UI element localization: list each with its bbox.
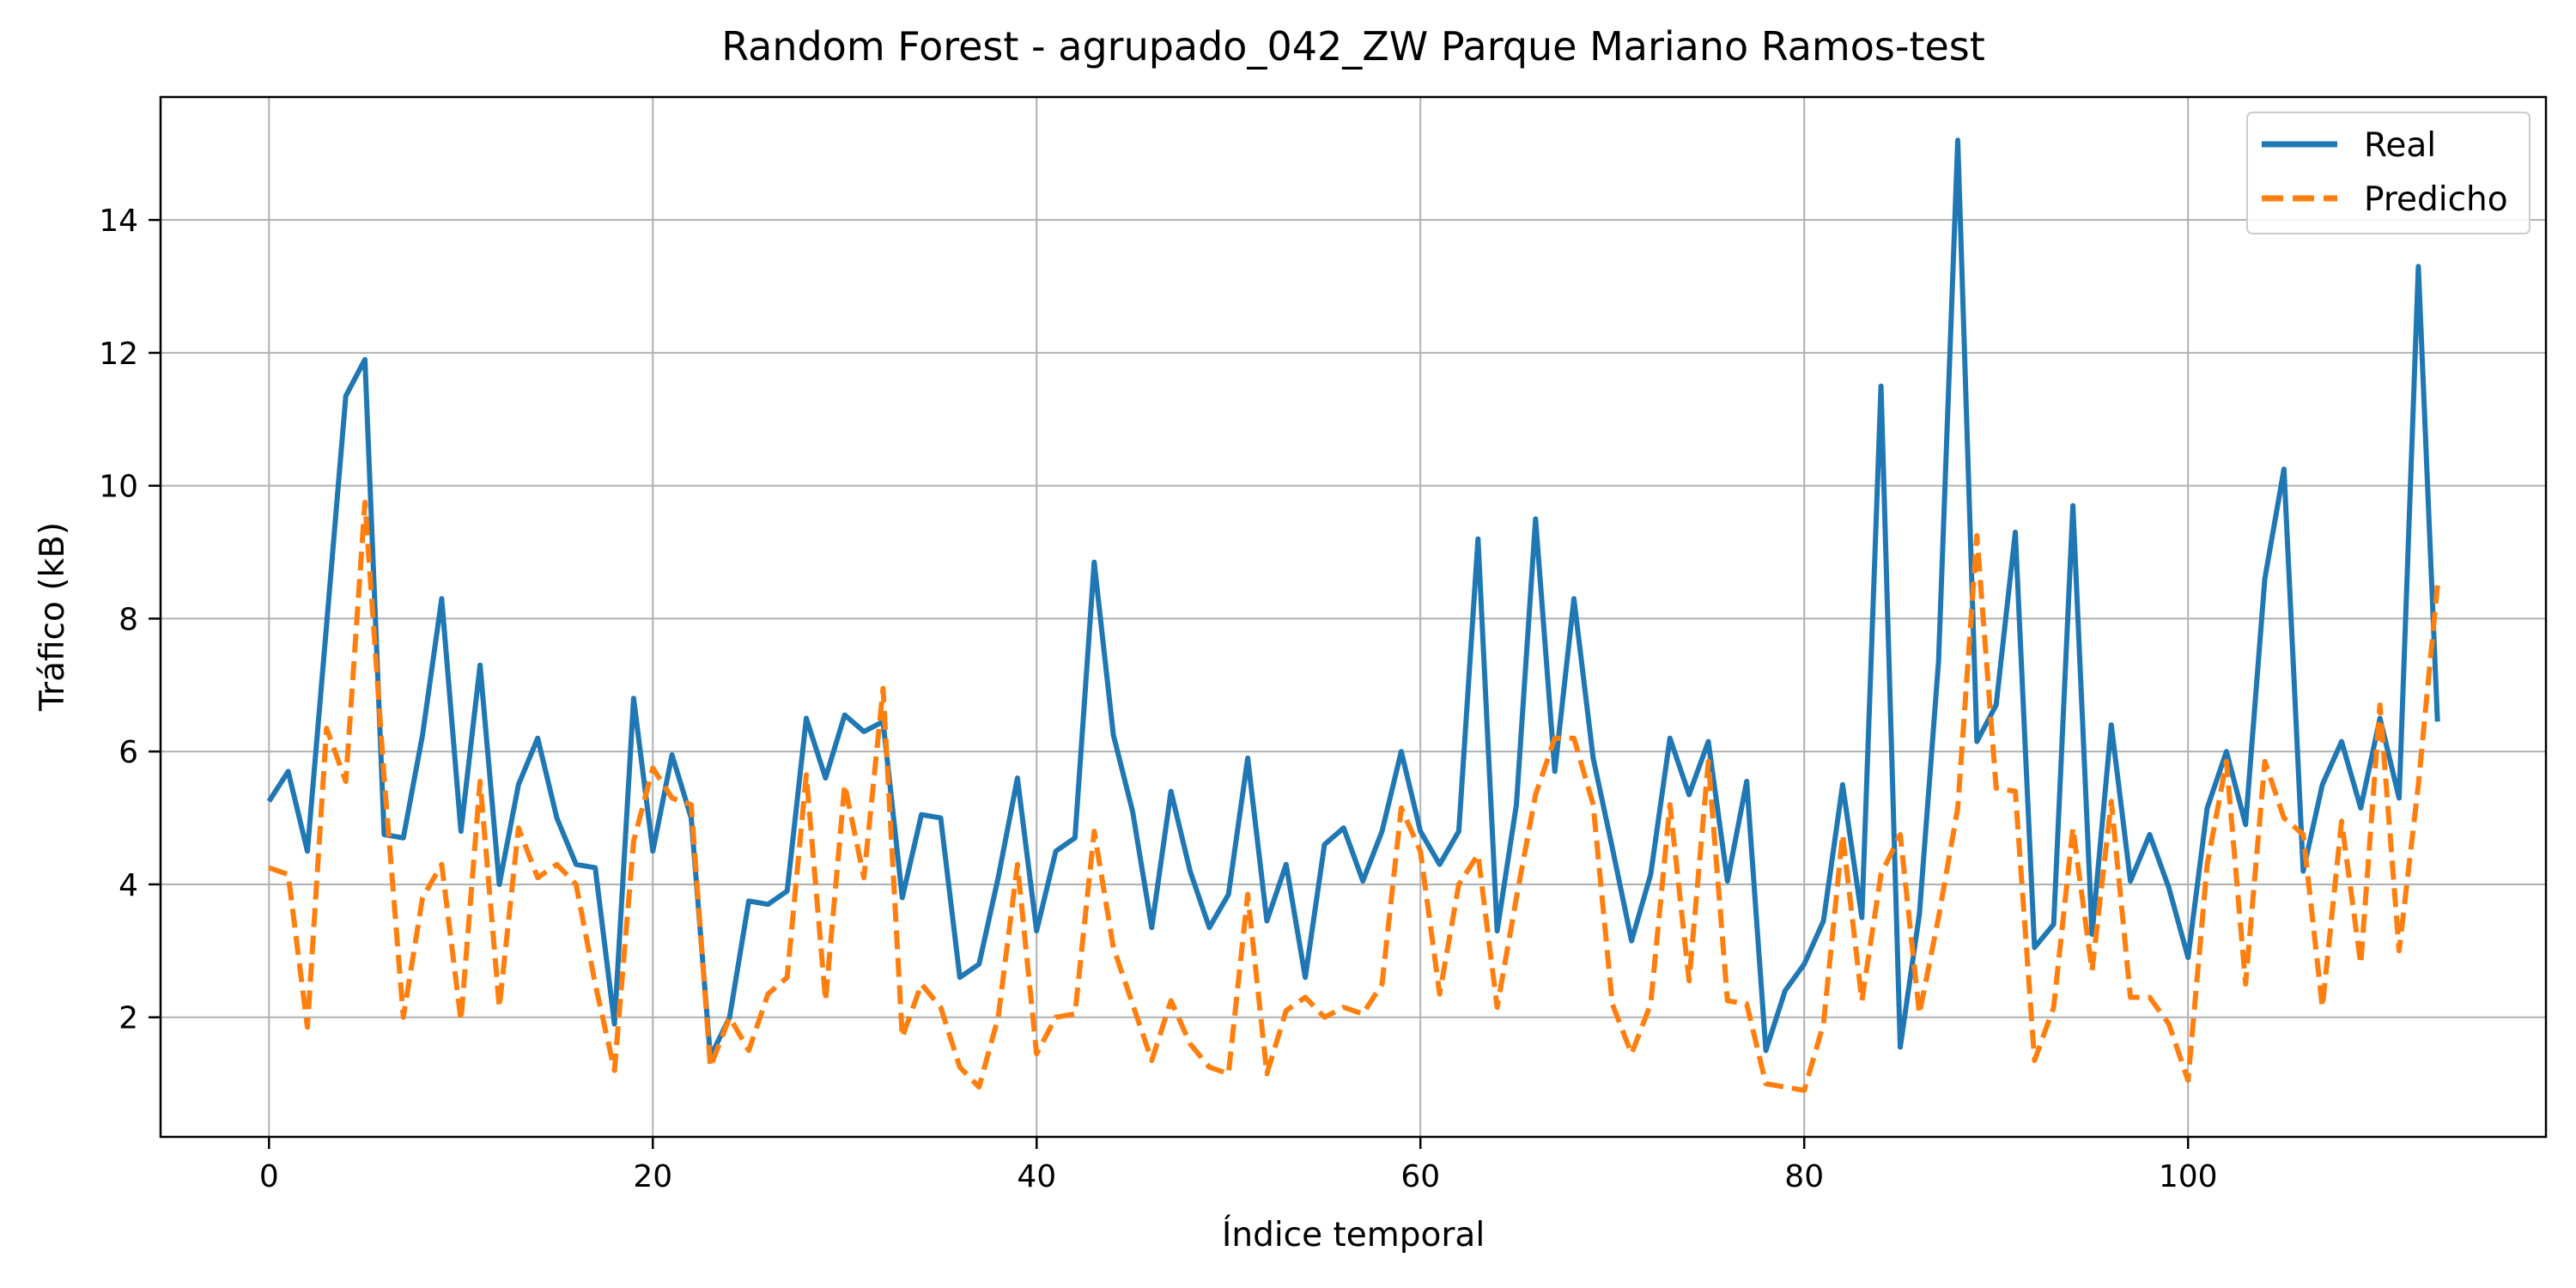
series-line-real	[266, 137, 2440, 1060]
x-tick-label: 40	[1017, 1159, 1056, 1194]
series-line-predicho	[268, 500, 2440, 1093]
plot-series	[266, 137, 2440, 1093]
y-axis-ticks: 2 4 6 8 10 12 14	[99, 204, 161, 1036]
x-tick-label: 80	[1784, 1159, 1824, 1194]
x-axis-ticks: 0 20 40 60 80 100	[259, 1137, 2218, 1194]
x-tick-label: 20	[633, 1159, 672, 1194]
plot-area-frame	[159, 95, 2548, 1139]
grid-lines	[161, 97, 2546, 1137]
chart-title: Random Forest - agrupado_042_ZW Parque M…	[721, 23, 1985, 70]
x-axis-label: Índice temporal	[1222, 1214, 1485, 1255]
legend-label-predicho: Predicho	[2364, 180, 2508, 219]
legend-label-real: Real	[2364, 126, 2436, 165]
y-tick-label: 2	[118, 1001, 138, 1036]
y-tick-label: 14	[99, 204, 138, 239]
y-tick-label: 4	[118, 868, 138, 903]
y-tick-label: 10	[99, 470, 138, 505]
x-tick-label: 0	[259, 1159, 279, 1194]
x-tick-label: 60	[1400, 1159, 1440, 1194]
x-tick-label: 100	[2159, 1159, 2218, 1194]
y-tick-label: 6	[118, 735, 138, 770]
y-axis-label: Tráfico (kB)	[33, 522, 72, 712]
y-tick-label: 12	[99, 337, 138, 372]
y-tick-label: 8	[118, 602, 138, 637]
legend: Real Predicho	[2246, 112, 2530, 234]
